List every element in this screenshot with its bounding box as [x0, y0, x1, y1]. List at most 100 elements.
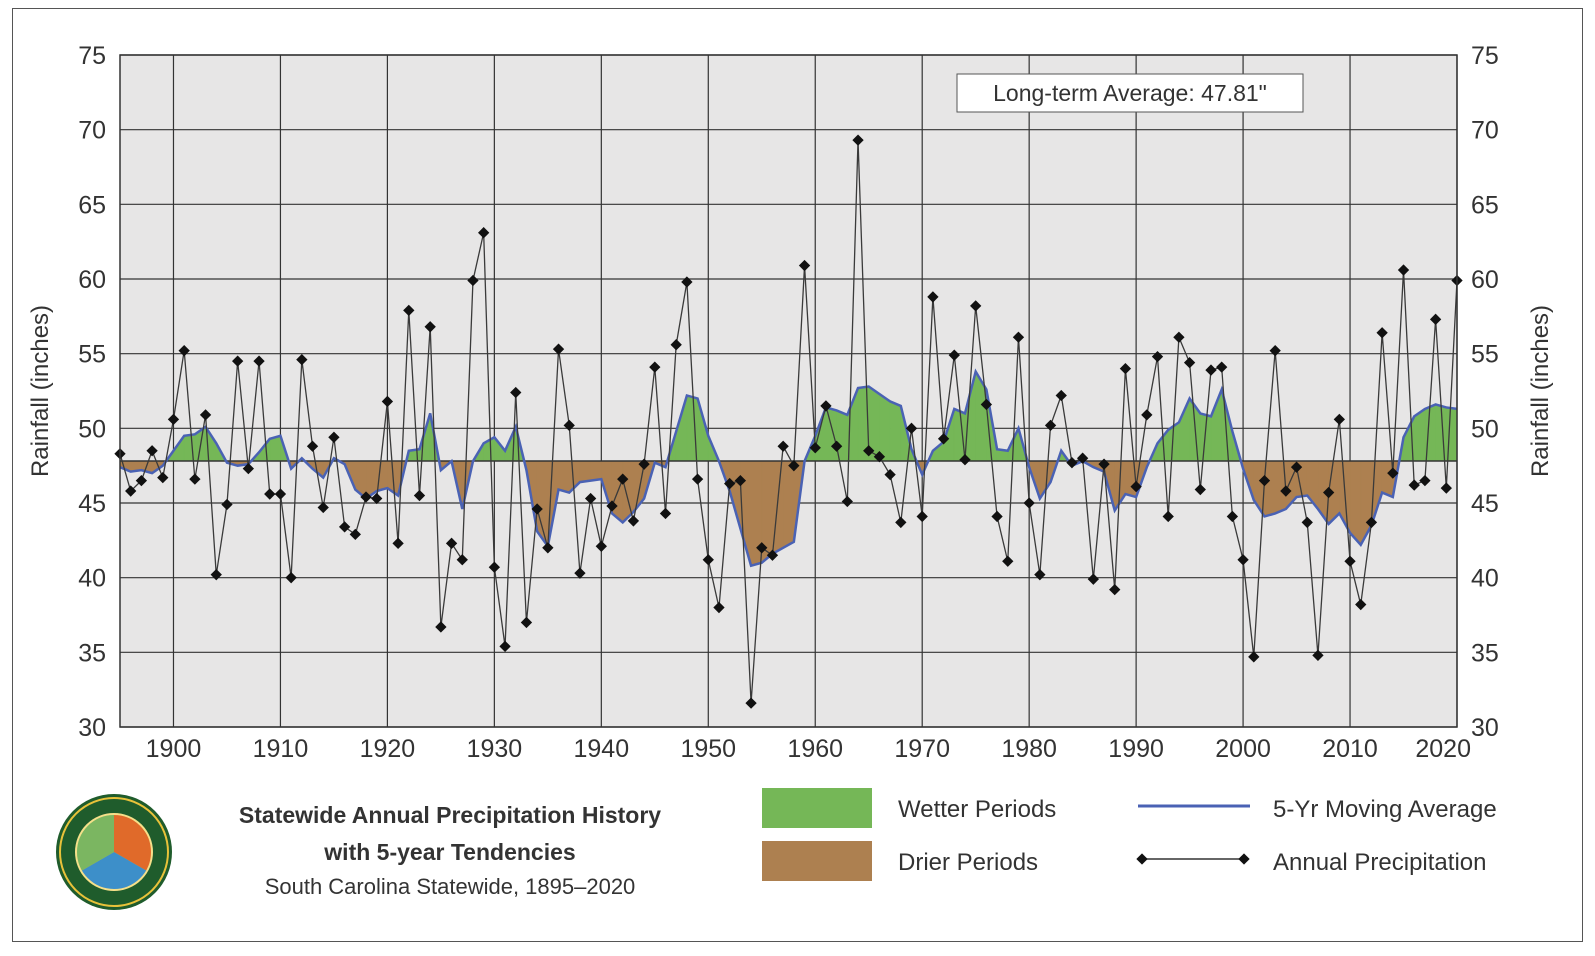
wetter-period-fill — [953, 408, 966, 462]
annual-point — [221, 498, 233, 511]
x-tick-label: 2020 — [1415, 735, 1471, 763]
annual-point — [1269, 345, 1281, 357]
annual-point — [1408, 479, 1420, 491]
annual-point — [1440, 482, 1452, 494]
annual-point — [199, 409, 212, 421]
annual-point — [1312, 649, 1324, 661]
annual-point — [1151, 350, 1164, 363]
annual-point — [178, 345, 190, 357]
y-tick-label-right: 75 — [1471, 42, 1499, 70]
annual-point — [1301, 516, 1313, 529]
annual-point — [584, 492, 597, 505]
annual-point — [777, 440, 789, 452]
annual-point — [264, 488, 276, 500]
wetter-period-fill — [825, 407, 837, 462]
x-tick-label: 1990 — [1108, 735, 1164, 763]
annual-point — [937, 433, 950, 445]
annual-point — [873, 451, 886, 463]
annual-point — [274, 488, 287, 500]
chart-subtitle: with 5-year Tendencies — [323, 839, 575, 865]
annual-point — [349, 528, 361, 541]
y-tick-label-left: 65 — [78, 191, 106, 219]
y-tick-label-right: 60 — [1471, 266, 1499, 294]
annual-point — [542, 542, 554, 554]
annual-point — [745, 697, 757, 709]
annual-point — [724, 477, 736, 490]
annual-point — [210, 569, 222, 581]
annual-point — [1429, 313, 1442, 325]
annual-point — [253, 355, 265, 367]
annual-point — [670, 339, 682, 351]
dnr-seal-logo — [56, 794, 172, 910]
y-tick-label-left: 40 — [78, 565, 106, 593]
annual-point — [1226, 510, 1239, 523]
annual-point — [499, 640, 511, 653]
x-tick-label: 1950 — [680, 735, 736, 763]
annual-point — [1216, 361, 1228, 373]
annual-point — [948, 349, 960, 361]
wetter-period-fill — [879, 393, 891, 462]
y-tick-label-left: 60 — [78, 266, 106, 294]
y-tick-label-left: 55 — [78, 341, 106, 369]
y-axis-label-left: Rainfall (inches) — [27, 305, 54, 477]
annual-point — [1087, 573, 1099, 585]
annual-point — [1280, 485, 1292, 497]
annual-point — [371, 492, 383, 505]
annual-point — [841, 495, 853, 508]
annual-point — [905, 422, 918, 434]
annual-point — [1023, 497, 1035, 509]
annual-point — [520, 616, 533, 629]
annual-point — [1044, 419, 1057, 432]
annual-point — [1141, 409, 1153, 421]
y-tick-label-left: 50 — [78, 415, 106, 443]
legend-annual-label: Annual Precipitation — [1273, 849, 1486, 876]
annual-point — [1419, 474, 1431, 487]
series-moving-average — [119, 368, 1458, 568]
annual-point — [713, 601, 725, 614]
annual-point — [927, 291, 939, 303]
annual-point — [766, 549, 779, 561]
annual-point — [135, 474, 148, 487]
x-tick-label: 1960 — [787, 735, 843, 763]
legend-drier-swatch — [762, 841, 872, 881]
y-tick-label-right: 45 — [1471, 490, 1499, 518]
y-tick-label-right: 65 — [1471, 191, 1499, 219]
annual-point — [285, 572, 297, 584]
y-axis-left: 30 35 40 45 50 55 60 65 70 75 — [78, 42, 106, 742]
y-axis-label-right: Rainfall (inches) — [1527, 305, 1554, 477]
legend-annual-marker-left — [1136, 853, 1148, 865]
annual-point — [820, 400, 832, 412]
annual-point — [1355, 598, 1367, 611]
x-tick-label: 2010 — [1322, 735, 1378, 763]
annual-point — [895, 516, 907, 529]
annual-point — [563, 419, 575, 432]
x-tick-label: 1900 — [146, 735, 202, 763]
wetter-period-fill — [889, 401, 902, 462]
x-tick-label: 1910 — [253, 735, 309, 763]
plot-area — [120, 55, 1457, 727]
x-axis: 1900 1910 1920 1930 1940 1950 1960 1970 1980 1990… — [146, 735, 1471, 763]
annual-point — [424, 321, 436, 333]
annual-point — [467, 274, 479, 287]
series-annual-precipitation — [119, 140, 1458, 704]
annual-point — [798, 259, 811, 272]
annual-point — [488, 561, 501, 573]
annual-point — [1109, 583, 1121, 596]
annual-point — [606, 500, 618, 512]
annual-point — [456, 554, 468, 566]
annual-point — [1258, 474, 1271, 487]
annual-point — [1066, 457, 1078, 469]
y-tick-label-left: 35 — [78, 639, 106, 667]
annual-point — [1333, 413, 1346, 426]
annual-point — [809, 442, 821, 454]
drier-period-fill — [590, 460, 602, 481]
annual-point — [1130, 480, 1142, 493]
annual-point — [638, 458, 650, 470]
annual-point — [788, 460, 800, 472]
legend-wetter-swatch — [762, 788, 872, 828]
annual-point — [1322, 486, 1335, 499]
annual-points — [114, 134, 1463, 709]
y-tick-label-right: 50 — [1471, 415, 1499, 443]
chart-title: Statewide Annual Precipitation History — [239, 802, 661, 828]
y-tick-label-left: 45 — [78, 490, 106, 518]
